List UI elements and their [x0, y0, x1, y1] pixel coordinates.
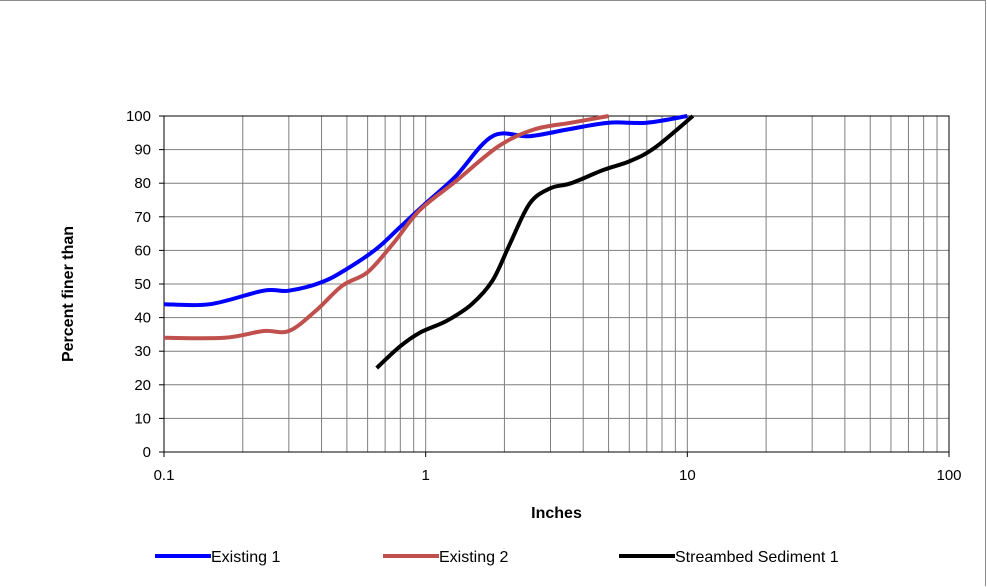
x-tick-label: 0.1 [154, 467, 175, 484]
y-tick-label: 40 [134, 310, 151, 327]
y-axis-ticks: 0 10 20 30 40 50 60 70 80 90 100 [126, 108, 164, 461]
x-axis-ticks: 0.1 1 10 100 [154, 452, 962, 484]
x-axis-title: Inches [531, 505, 582, 522]
legend-label-2: Existing 2 [439, 549, 508, 566]
y-tick-label: 70 [134, 209, 151, 226]
legend: Existing 1 Existing 2 Streambed Sediment 1 [155, 549, 839, 566]
y-tick-label: 80 [134, 175, 151, 192]
series-line-2 [163, 114, 609, 341]
series-lines [163, 114, 695, 370]
legend-label-1: Existing 1 [211, 549, 280, 566]
y-tick-label: 90 [134, 142, 151, 159]
y-tick-label: 50 [134, 276, 151, 293]
y-axis-title: Percent finer than [60, 226, 77, 362]
y-tick-label: 30 [134, 343, 151, 360]
grid [163, 115, 949, 453]
legend-label-3: Streambed Sediment 1 [675, 549, 839, 566]
y-tick-label: 60 [134, 242, 151, 259]
y-tick-label: 20 [134, 377, 151, 394]
y-tick-label: 100 [126, 108, 151, 125]
x-tick-label: 10 [679, 467, 696, 484]
x-tick-label: 100 [936, 467, 961, 484]
y-tick-label: 0 [143, 444, 151, 461]
x-tick-label: 1 [421, 467, 429, 484]
y-tick-label: 10 [134, 410, 151, 427]
series-line-3 [375, 114, 695, 370]
